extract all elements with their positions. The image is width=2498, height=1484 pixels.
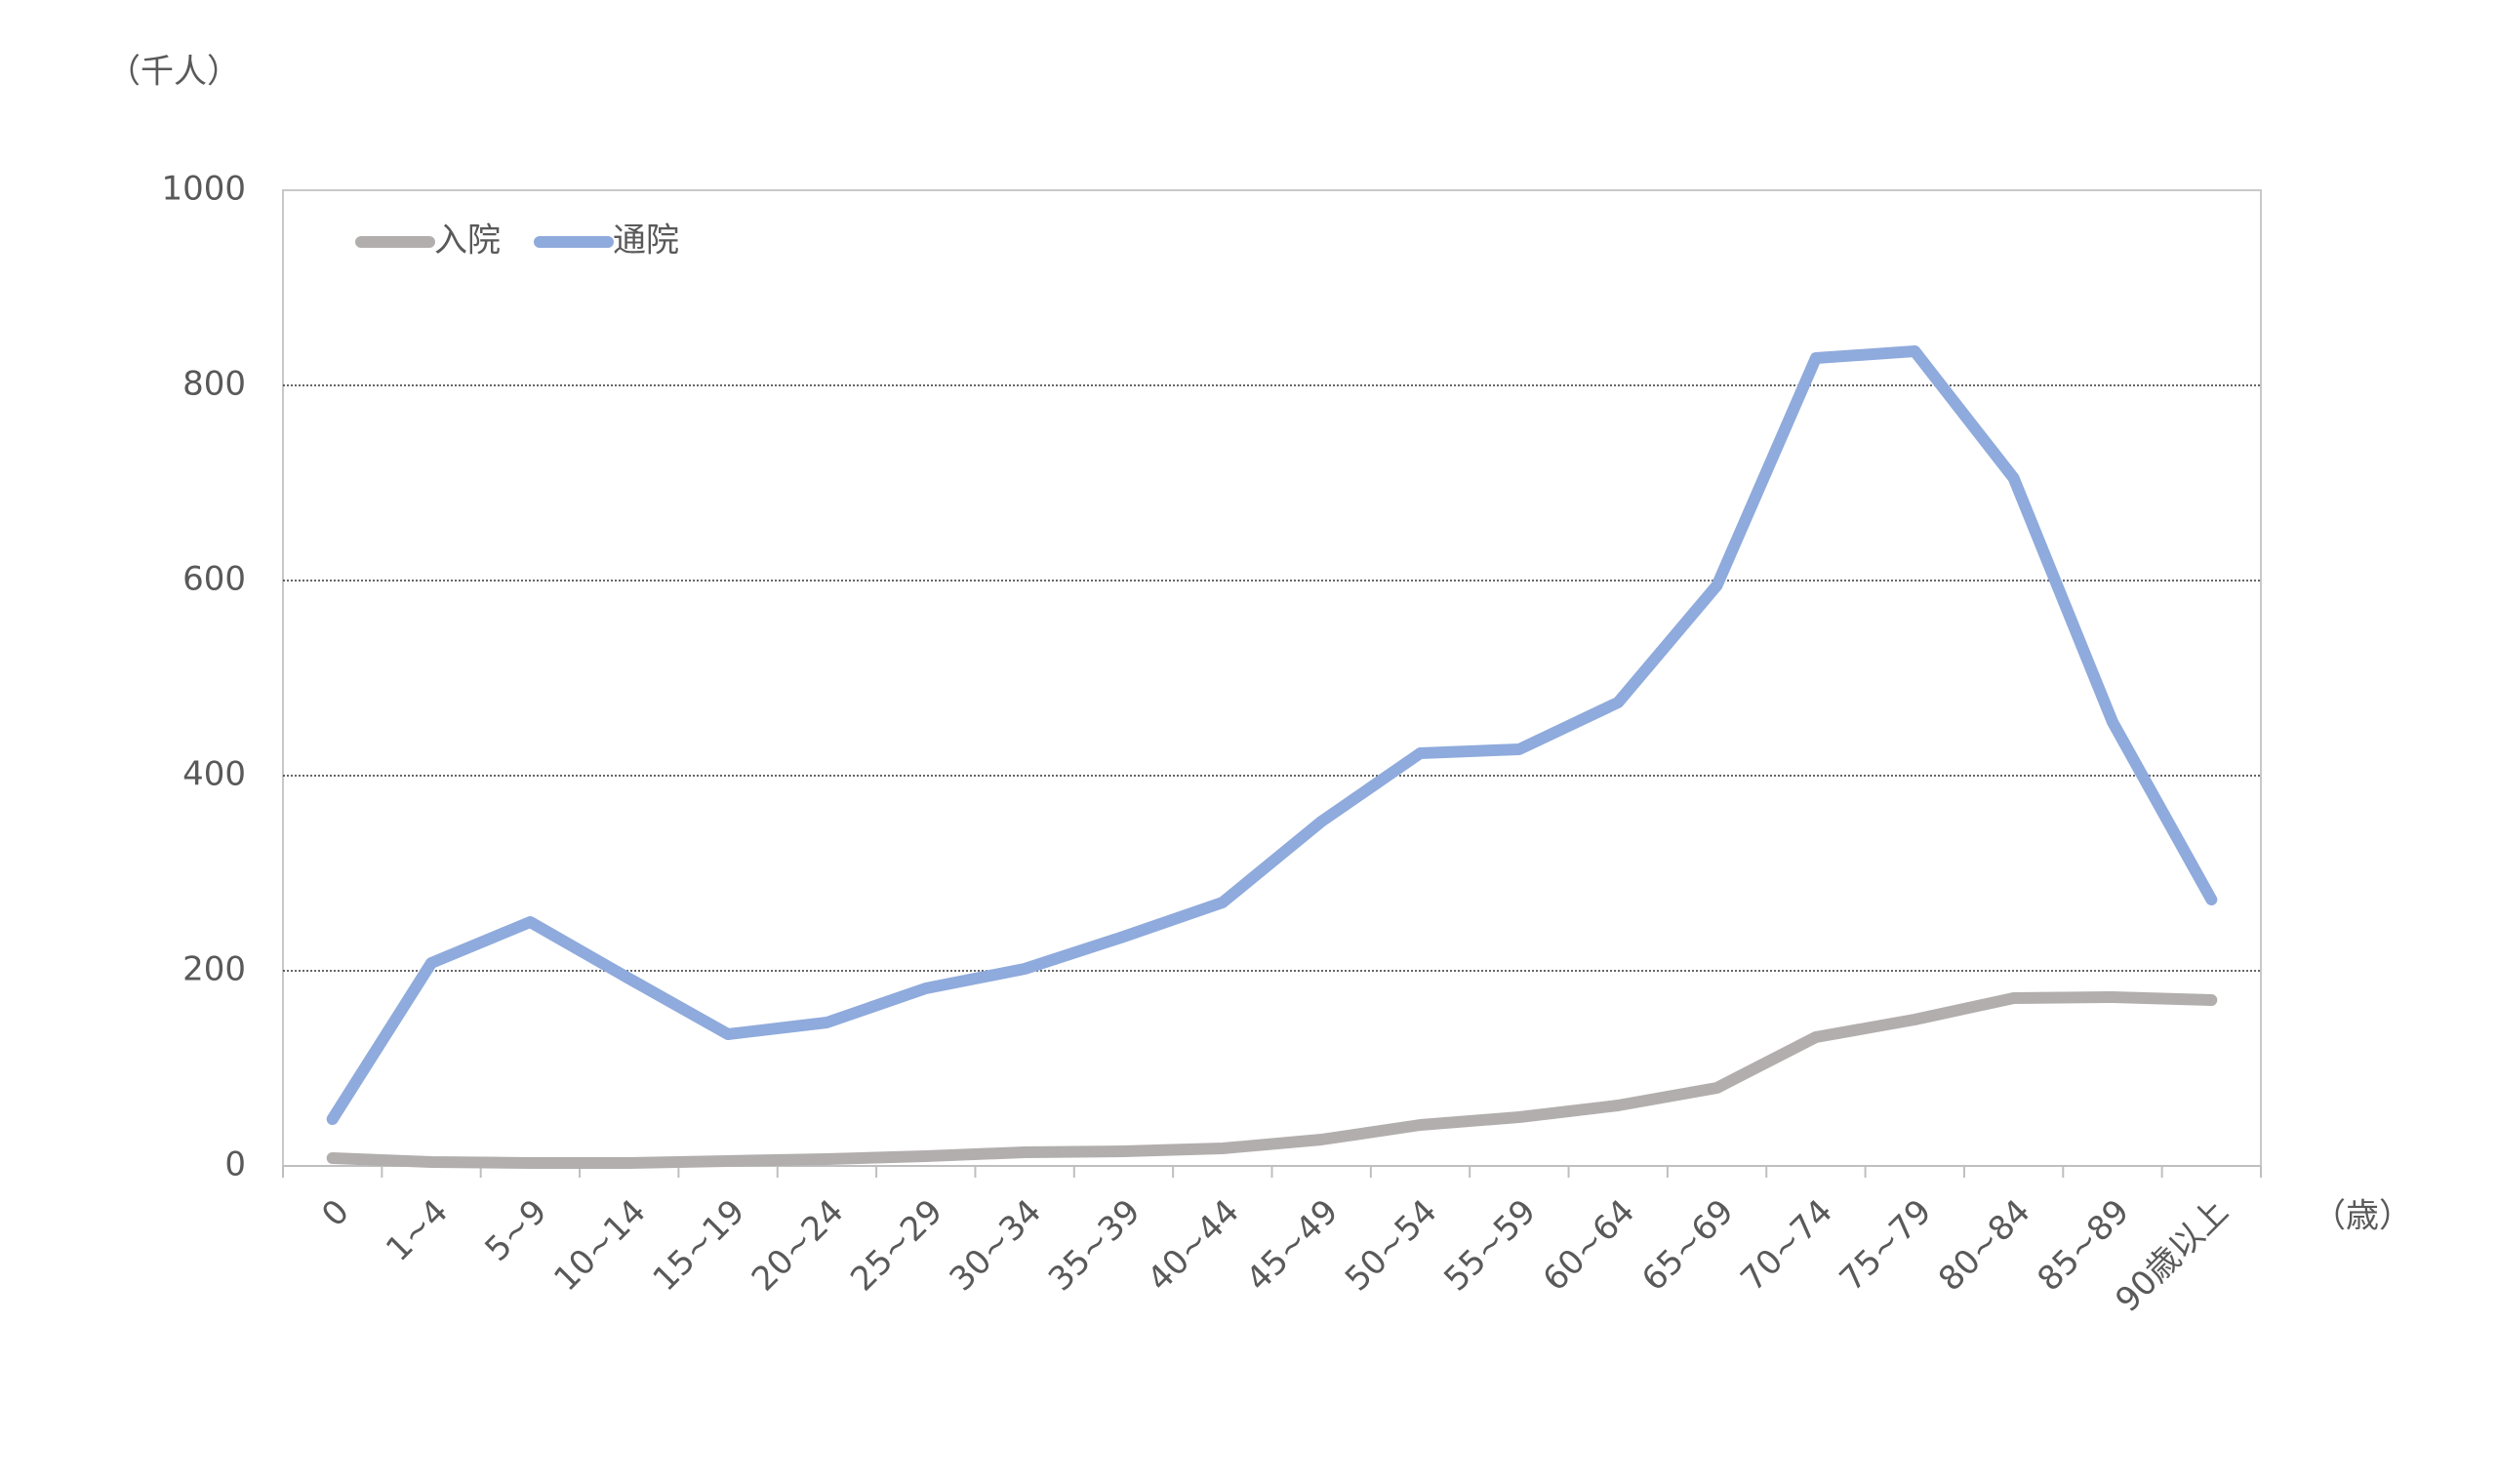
y-tick-label: 800 <box>182 365 246 404</box>
y-tick-label: 600 <box>182 560 246 599</box>
x-tick-label: 55~59 <box>1436 1192 1544 1300</box>
x-tick-label: 40~44 <box>1140 1192 1247 1300</box>
legend-label: 通院 <box>613 221 679 261</box>
x-tick-label: 0 <box>314 1192 357 1235</box>
x-tick-label: 5~9 <box>477 1192 554 1269</box>
x-tick-label: 20~24 <box>745 1192 852 1300</box>
x-tick-label: 15~19 <box>646 1192 753 1300</box>
x-tick-label: 50~54 <box>1338 1192 1445 1300</box>
y-tick-label: 200 <box>182 950 246 989</box>
x-tick-label: 65~69 <box>1634 1192 1742 1300</box>
x-tick-label: 45~49 <box>1239 1192 1347 1300</box>
y-unit-label: （千人） <box>107 53 240 92</box>
y-tick-label: 0 <box>224 1145 246 1184</box>
x-tick-label: 30~34 <box>943 1192 1050 1300</box>
x-tick-label: 60~64 <box>1536 1192 1643 1300</box>
y-tick-label: 1000 <box>161 170 246 209</box>
x-tick-label: 25~29 <box>843 1192 950 1300</box>
x-tick-label: 10~14 <box>546 1192 654 1300</box>
x-tick-label: 75~79 <box>1833 1192 1940 1300</box>
legend-label: 入院 <box>434 221 501 261</box>
series-line <box>326 991 2218 1169</box>
plot-frame <box>282 189 2262 1167</box>
x-tick-label: 1~4 <box>379 1192 456 1269</box>
y-tick-label: 400 <box>182 755 246 794</box>
x-unit-label: （歳） <box>2313 1197 2412 1236</box>
x-tick-label: 80~84 <box>1931 1192 2038 1300</box>
x-tick-label: 70~74 <box>1733 1192 1840 1300</box>
series-line <box>326 345 2218 1125</box>
x-tick-label: 35~39 <box>1041 1192 1148 1300</box>
